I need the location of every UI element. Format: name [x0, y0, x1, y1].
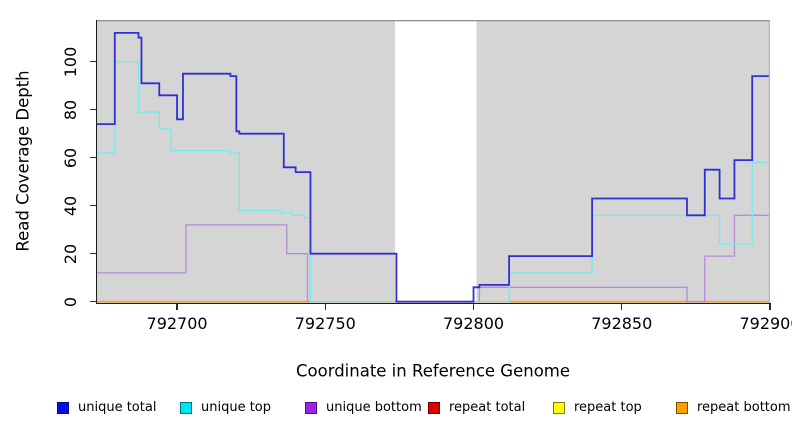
unique-top-swatch-icon [180, 401, 192, 414]
legend-item: unique top [180, 400, 271, 415]
y-tick [89, 61, 96, 63]
x-tick [621, 304, 623, 310]
y-axis-label: Read Coverage Depth [13, 70, 33, 252]
legend-label: unique top [201, 400, 272, 415]
legend-label: repeat total [449, 400, 526, 415]
legend-item: unique total [57, 400, 156, 415]
series-unique-bottom-line [97, 214, 770, 303]
y-tick-label: 60 [61, 147, 80, 168]
repeat-top-swatch-icon [553, 401, 565, 414]
legend-item: repeat top [553, 400, 642, 415]
unique-total-swatch-icon [57, 401, 69, 414]
y-tick-label: 80 [61, 99, 80, 120]
y-tick-label: 20 [61, 243, 80, 264]
y-axis-line [95, 19, 98, 304]
y-tick [89, 157, 96, 159]
series-unique-total-line [97, 32, 770, 303]
legend-item: repeat bottom [676, 400, 791, 415]
coverage-plot [97, 20, 770, 303]
x-tick-label: 792850 [591, 314, 653, 333]
x-tick [176, 304, 178, 310]
x-tick-label: 792800 [442, 314, 505, 333]
x-tick [769, 304, 771, 310]
y-tick [89, 205, 96, 207]
legend: unique total unique top unique bottom repea… [0, 397, 792, 423]
x-axis-line [95, 302, 772, 304]
legend-label: unique total [78, 400, 157, 415]
y-tick-label: 40 [61, 195, 80, 216]
unique-bottom-swatch-icon [305, 401, 317, 414]
repeat-bottom-swatch-icon [676, 401, 688, 414]
repeat-total-swatch-icon [428, 401, 440, 414]
legend-label: repeat bottom [697, 400, 791, 415]
legend-label: repeat top [574, 400, 642, 415]
legend-item: unique bottom [305, 400, 422, 415]
x-tick-label: 792700 [146, 314, 208, 333]
y-tick [89, 253, 96, 255]
x-tick [472, 304, 475, 310]
x-tick-label: 792750 [294, 314, 356, 333]
y-tick [89, 109, 96, 111]
x-tick [324, 304, 326, 310]
y-tick-label: 100 [61, 46, 80, 77]
masked-region [395, 20, 477, 303]
x-axis-label: Coordinate in Reference Genome [295, 361, 571, 381]
legend-label: unique bottom [326, 400, 422, 415]
y-tick [89, 301, 96, 303]
series-unique-top-line [97, 61, 770, 303]
legend-item: repeat total [428, 400, 525, 415]
y-tick-label: 0 [61, 296, 80, 307]
